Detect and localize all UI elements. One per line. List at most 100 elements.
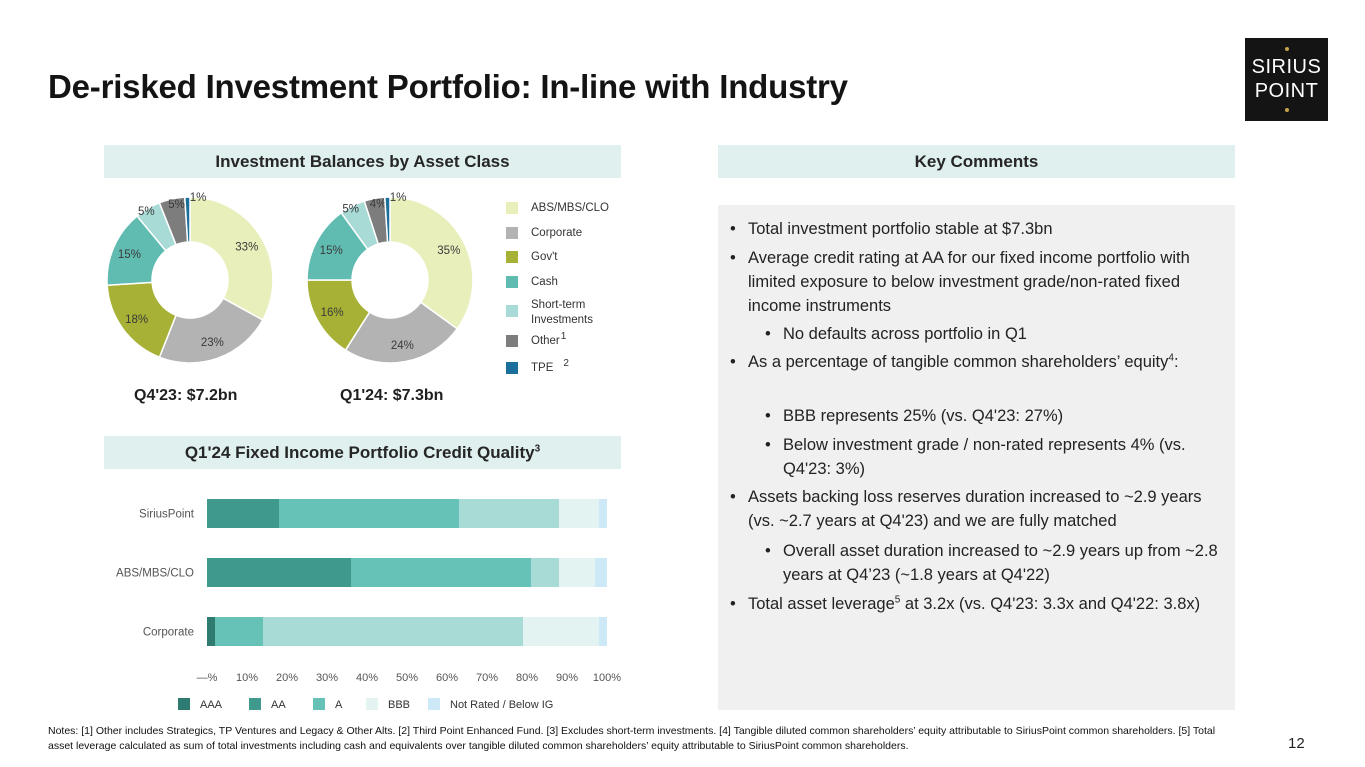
logo-star-icon: [1285, 108, 1289, 112]
x-tick-label: —%: [197, 672, 218, 684]
comment-text: Total asset leverage5 at 3.2x (vs. Q4'23…: [748, 594, 1201, 613]
x-tick-label: 100%: [593, 672, 621, 684]
bar-segment-other: [599, 499, 607, 528]
credit-legend-item: AAA: [178, 698, 222, 711]
donut-caption-q4-23: Q4'23: $7.2bn: [134, 387, 238, 404]
comment-text: Total investment portfolio stable at $7.…: [748, 220, 1053, 238]
bar-segment-a: [279, 499, 459, 528]
footnotes: Notes: [1] Other includes Strategics, TP…: [48, 725, 1216, 752]
comment-text: Below investment grade / non-rated repre…: [783, 436, 1186, 478]
comment-text: Assets backing loss reserves duration in…: [748, 488, 1202, 530]
x-tick-label: 70%: [476, 672, 498, 684]
bar-segment-not-rated-below-ig: [559, 558, 595, 587]
x-tick-label: 30%: [316, 672, 338, 684]
logo-line-2: POINT: [1254, 80, 1319, 102]
donut-slice-label: 5%: [342, 204, 359, 216]
credit-legend-swatch: [249, 698, 261, 710]
x-tick-label: 40%: [356, 672, 378, 684]
x-tick-label: 10%: [236, 672, 258, 684]
bar-segment-bbb: [531, 558, 559, 587]
donut-slice-label: 35%: [437, 245, 460, 257]
credit-legend-item: Not Rated / Below IG: [428, 698, 553, 711]
donut-slice-label: 15%: [320, 245, 343, 257]
comment-text: Overall asset duration increased to ~2.9…: [783, 542, 1218, 584]
donut-q4-23: 33% 23% 18% 15% 5% 5% 1%: [106, 192, 274, 364]
comment-bullet: • BBB represents 25% (vs. Q4'23: 27%): [765, 404, 1225, 428]
bullet-icon: •: [730, 488, 736, 506]
legend-label: Cash: [531, 276, 558, 288]
bar-segment-other: [595, 558, 607, 587]
comment-text: BBB represents 25% (vs. Q4'23: 27%): [783, 407, 1064, 425]
bullet-icon: •: [765, 436, 771, 454]
logo-line-1: SIRIUS: [1251, 56, 1322, 78]
donut-slice-label: 4%: [370, 198, 387, 210]
legend-swatch: [506, 362, 518, 374]
comment-footnote-mark: 5: [894, 594, 901, 606]
page-number: 12: [1288, 735, 1305, 752]
comment-bullet: • Total investment portfolio stable at $7…: [730, 217, 1230, 241]
legend-label: Other1: [531, 331, 567, 347]
legend-footnote-mark: 2: [563, 358, 569, 370]
donut-slice-label: 33%: [235, 241, 258, 253]
donut-charts-area: 33%23%18%15%5%5%1% 35%24%16%15%5% 4%1%: [106, 192, 474, 364]
donut-caption-q1-24: Q1'24: $7.3bn: [340, 387, 444, 404]
credit-legend-label: Not Rated / Below IG: [450, 699, 554, 711]
donut-slice-corporate: [158, 297, 264, 364]
bar-category-label: SiriusPoint: [139, 509, 195, 521]
bullet-icon: •: [730, 220, 736, 238]
legend-footnote-mark: 1: [560, 331, 567, 343]
x-tick-label: 60%: [436, 672, 458, 684]
credit-legend-label: A: [335, 699, 343, 711]
credit-legend-label: BBB: [388, 699, 411, 711]
donut-slice-label: 15%: [118, 249, 141, 261]
balances-header: Investment Balances by Asset Class: [104, 145, 621, 178]
x-tick-label: 20%: [276, 672, 298, 684]
comment-bullet: • Overall asset duration increased to ~2.…: [765, 539, 1225, 587]
donut-q1-24: 35% 24% 16% 15% 5% 4%1%: [306, 192, 474, 364]
comment-text: Average credit rating at AA for our fixe…: [748, 249, 1190, 315]
credit-legend-swatch: [313, 698, 325, 710]
bar-segment-bbb: [459, 499, 559, 528]
credit-legend-swatch: [366, 698, 378, 710]
donut-slice-label: 16%: [321, 307, 344, 319]
legend-label: ABS/MBS/CLO: [531, 202, 609, 214]
donut-slice-label: 5%: [168, 199, 185, 211]
donut-slice-label: 1%: [390, 192, 407, 204]
comment-bullet: • Below investment grade / non-rated repr…: [765, 433, 1225, 481]
legend-swatch: [506, 227, 518, 239]
bullet-icon: •: [765, 325, 771, 343]
legend-label: Short-term Investments: [531, 299, 593, 326]
bar-segment-aa: [207, 558, 351, 587]
bar-segment-a: [215, 617, 263, 646]
bullet-icon: •: [730, 595, 736, 613]
comments-header: Key Comments: [718, 145, 1235, 178]
page-title: De-risked Investment Portfolio: In-line …: [48, 68, 848, 105]
donut-slice-label: 1%: [190, 192, 207, 204]
credit-legend-swatch: [428, 698, 440, 710]
credit-legend-item: A: [313, 698, 342, 711]
comment-bullet: • Average credit rating at AA for our fix…: [730, 246, 1230, 318]
bar-segment-aa: [207, 499, 279, 528]
legend-label: Corporate: [531, 227, 583, 239]
siriuspoint-logo: SIRIUS POINT: [1245, 38, 1328, 121]
comment-text: As a percentage of tangible common share…: [748, 352, 1179, 371]
credit-quality-bar-chart: SiriusPoint ABS/MBS/CLO Corporate —% 10% 20% 3…: [116, 499, 621, 684]
bullet-icon: •: [730, 353, 736, 371]
comment-footnote-mark: 4: [1168, 352, 1174, 364]
bar-segment-a: [351, 558, 531, 587]
bar-segment-not-rated-below-ig: [523, 617, 599, 646]
comment-bullet: • No defaults across portfolio in Q1: [765, 322, 1225, 346]
credit-quality-header: Q1'24 Fixed Income Portfolio Credit Qual…: [104, 436, 621, 469]
bullet-icon: •: [765, 542, 771, 560]
donut-slice-label: 24%: [391, 340, 414, 352]
key-comments-panel: • Total investment portfolio stable at $7…: [718, 205, 1235, 710]
legend-label: TPE 2: [531, 358, 569, 374]
bar-segment-not-rated-below-ig: [559, 499, 599, 528]
legend-label: Gov't: [531, 251, 558, 263]
credit-quality-footnote-mark: 3: [534, 443, 541, 455]
legend-swatch: [506, 335, 518, 347]
bullet-icon: •: [730, 249, 736, 267]
credit-quality-header-text: Q1'24 Fixed Income Portfolio Credit Qual…: [184, 443, 535, 462]
comment-bullet: • Assets backing loss reserves duration i…: [730, 485, 1230, 533]
donut-slice-label: 18%: [125, 314, 148, 326]
